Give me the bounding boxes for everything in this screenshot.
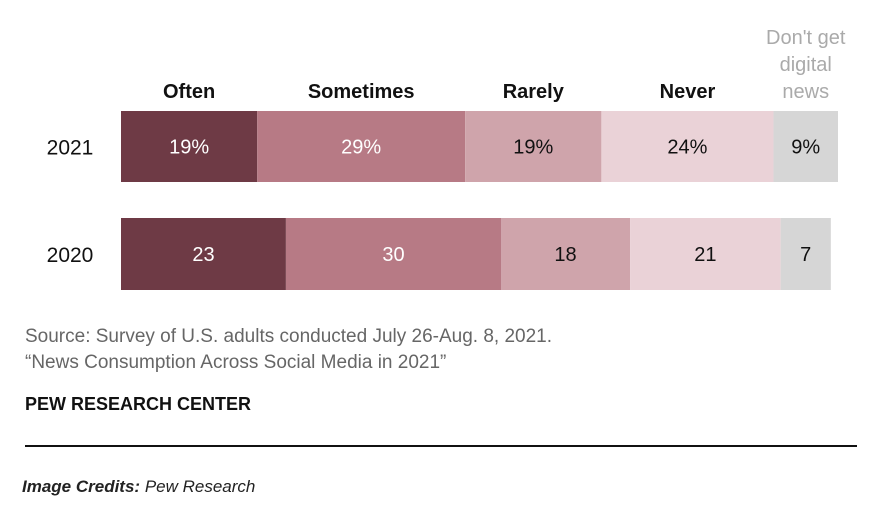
- bar-segment: [601, 111, 774, 182]
- category-label: 2020: [47, 244, 94, 267]
- legend-label: digital: [780, 54, 832, 76]
- bar-segment: [780, 218, 831, 290]
- bar-segment: [285, 218, 502, 290]
- data-label: 19%: [513, 137, 553, 159]
- bar-segment: [465, 111, 602, 182]
- legend-label: Rarely: [503, 81, 565, 103]
- data-label: 30: [382, 244, 404, 266]
- credits-label: Image Credits:: [22, 477, 141, 496]
- bar-segment: [121, 218, 286, 290]
- source-line-1: Source: Survey of U.S. adults conducted …: [25, 326, 553, 347]
- data-label: 23: [192, 244, 214, 266]
- legend-label: Don't get: [766, 27, 846, 49]
- bar-segment: [630, 218, 781, 290]
- bar-segment: [257, 111, 466, 182]
- legend-label: news: [782, 81, 829, 103]
- data-label: 7: [800, 244, 811, 266]
- bar-segment: [773, 111, 838, 182]
- data-label: 19%: [169, 137, 209, 159]
- data-label: 29%: [341, 137, 381, 159]
- stacked-bar-chart: 2021 19% Often 29% Sometimes 19% Rarely 24% Neve…: [47, 27, 846, 290]
- source-line-2: “News Consumption Across Social Media in…: [25, 352, 447, 373]
- bar-segment: [501, 218, 631, 290]
- legend-label: Often: [163, 81, 215, 103]
- category-label: 2021: [47, 137, 94, 160]
- data-label: 24%: [667, 137, 707, 159]
- legend-label: Sometimes: [308, 81, 415, 103]
- org-name: PEW RESEARCH CENTER: [25, 394, 252, 414]
- legend-label: Never: [660, 81, 716, 103]
- bar-segment: [121, 111, 258, 182]
- data-label: 18: [554, 244, 576, 266]
- credits-value: Pew Research: [144, 477, 256, 496]
- image-credits: Image Credits: Pew Research: [22, 477, 255, 497]
- data-label: 21: [694, 244, 716, 266]
- divider: [25, 445, 857, 447]
- data-label: 9%: [791, 137, 820, 159]
